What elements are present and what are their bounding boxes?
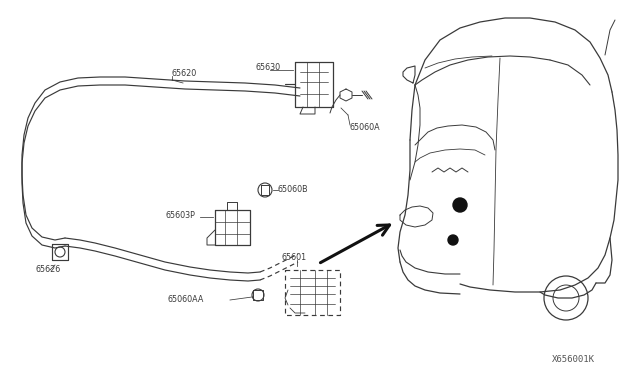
Text: 65060A: 65060A	[350, 124, 381, 132]
Text: 65630: 65630	[255, 62, 280, 71]
Circle shape	[453, 198, 467, 212]
Text: 65060AA: 65060AA	[168, 295, 204, 305]
Text: 65620: 65620	[172, 70, 197, 78]
Text: 65601: 65601	[282, 253, 307, 263]
Text: 65626: 65626	[35, 266, 60, 275]
Circle shape	[448, 235, 458, 245]
Text: 65060B: 65060B	[278, 186, 308, 195]
Text: 65603P: 65603P	[165, 211, 195, 219]
Text: X656001K: X656001K	[552, 356, 595, 365]
